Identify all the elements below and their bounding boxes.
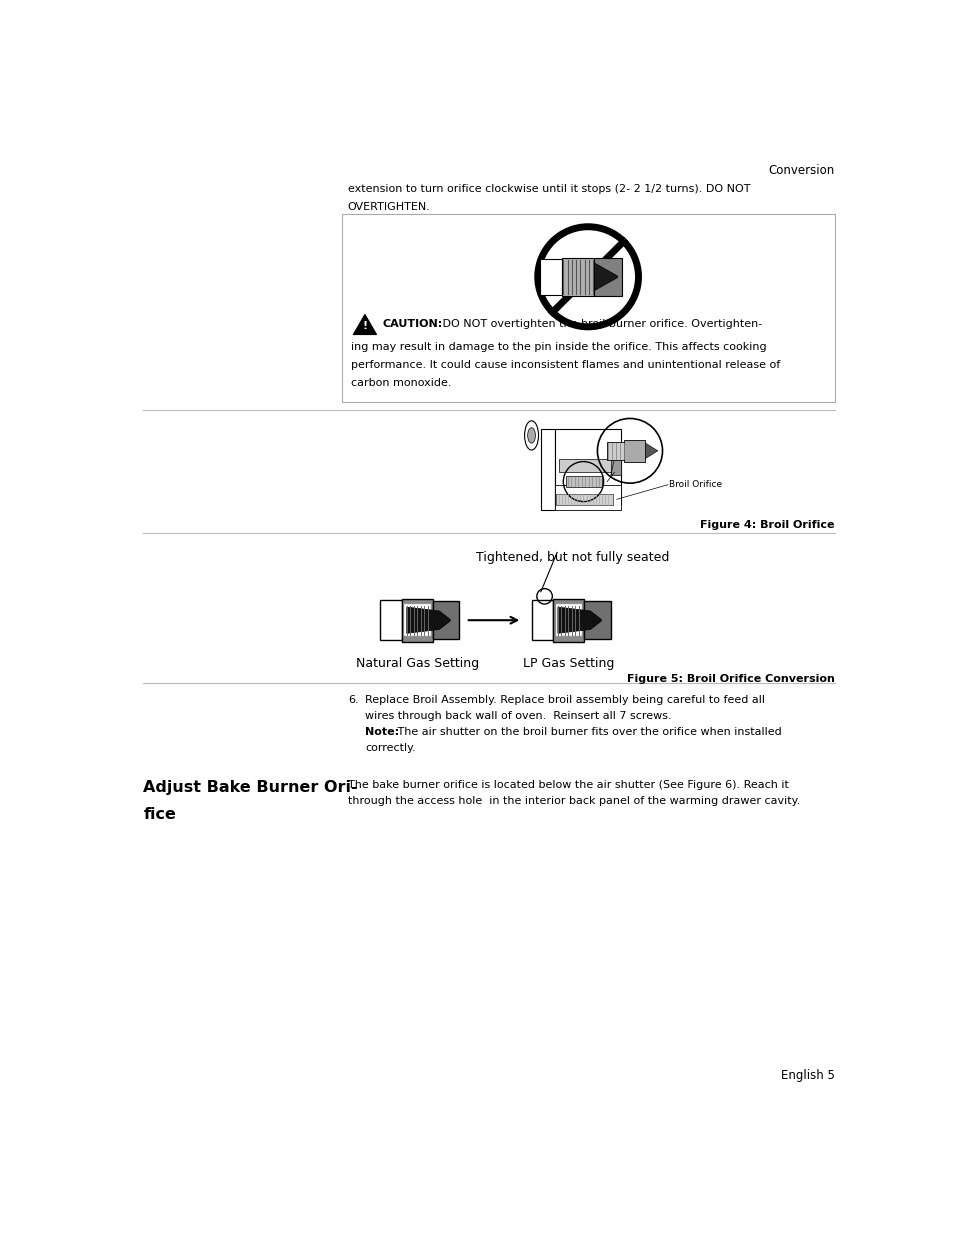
Bar bbox=[583, 601, 610, 640]
Text: Figure 4: Broil Orifice: Figure 4: Broil Orifice bbox=[700, 520, 834, 530]
Text: !: ! bbox=[362, 321, 367, 331]
Bar bbox=[380, 600, 402, 640]
Text: carbon monoxide.: carbon monoxide. bbox=[351, 378, 451, 388]
Text: English 5: English 5 bbox=[780, 1070, 834, 1082]
Polygon shape bbox=[353, 315, 376, 335]
Text: CAUTION:: CAUTION: bbox=[382, 320, 442, 330]
Text: correctly.: correctly. bbox=[365, 743, 416, 753]
Ellipse shape bbox=[524, 421, 537, 450]
Bar bbox=[594, 258, 621, 296]
Bar bbox=[404, 604, 431, 636]
Bar bbox=[402, 599, 433, 642]
Bar bbox=[611, 456, 620, 475]
Text: ing may result in damage to the pin inside the orifice. This affects cooking: ing may result in damage to the pin insi… bbox=[351, 342, 766, 352]
Bar bbox=[531, 600, 553, 640]
Text: Replace Broil Assembly. Replace broil assembly being careful to feed all: Replace Broil Assembly. Replace broil as… bbox=[365, 695, 764, 705]
Bar bbox=[556, 494, 612, 505]
Bar bbox=[566, 477, 601, 487]
Text: LP Gas Setting: LP Gas Setting bbox=[522, 657, 614, 671]
Text: Natural Gas Setting: Natural Gas Setting bbox=[355, 657, 478, 671]
Bar bbox=[558, 458, 612, 472]
Bar bbox=[539, 259, 561, 294]
Bar bbox=[606, 442, 623, 461]
Text: wires through back wall of oven.  Reinsert all 7 screws.: wires through back wall of oven. Reinser… bbox=[365, 711, 671, 721]
Bar bbox=[555, 430, 620, 505]
Text: The air shutter on the broil burner fits over the orifice when installed: The air shutter on the broil burner fits… bbox=[394, 727, 781, 737]
Text: The bake burner orifice is located below the air shutter (See Figure 6). Reach i: The bake burner orifice is located below… bbox=[348, 779, 788, 789]
Bar bbox=[433, 601, 459, 640]
Polygon shape bbox=[594, 263, 617, 290]
Text: through the access hole  in the interior back panel of the warming drawer cavity: through the access hole in the interior … bbox=[348, 795, 800, 805]
Polygon shape bbox=[558, 608, 600, 634]
Text: Note:: Note: bbox=[365, 727, 398, 737]
Text: Broil Orifice: Broil Orifice bbox=[668, 480, 721, 489]
Text: fice: fice bbox=[143, 806, 176, 821]
Text: Tightened, but not fully seated: Tightened, but not fully seated bbox=[476, 551, 669, 564]
Bar bbox=[555, 485, 620, 510]
Bar bbox=[623, 440, 645, 462]
Text: 6.: 6. bbox=[348, 695, 358, 705]
Text: Conversion: Conversion bbox=[767, 163, 834, 177]
Text: DO NOT overtighten the broil burner orifice. Overtighten-: DO NOT overtighten the broil burner orif… bbox=[438, 320, 761, 330]
Text: Figure 5: Broil Orifice Conversion: Figure 5: Broil Orifice Conversion bbox=[626, 674, 834, 684]
Polygon shape bbox=[406, 608, 450, 634]
Polygon shape bbox=[645, 443, 658, 458]
Text: Adjust Bake Burner Ori-: Adjust Bake Burner Ori- bbox=[143, 779, 357, 794]
Bar bbox=[561, 258, 594, 296]
Bar bbox=[341, 214, 834, 403]
Text: extension to turn orifice clockwise until it stops (2- 2 1/2 turns). DO NOT: extension to turn orifice clockwise unti… bbox=[348, 184, 750, 194]
Bar bbox=[555, 604, 581, 636]
Bar bbox=[553, 599, 583, 642]
Text: performance. It could cause inconsistent flames and unintentional release of: performance. It could cause inconsistent… bbox=[351, 359, 780, 370]
Ellipse shape bbox=[527, 427, 535, 443]
Bar bbox=[540, 430, 555, 510]
Text: OVERTIGHTEN.: OVERTIGHTEN. bbox=[348, 203, 431, 212]
